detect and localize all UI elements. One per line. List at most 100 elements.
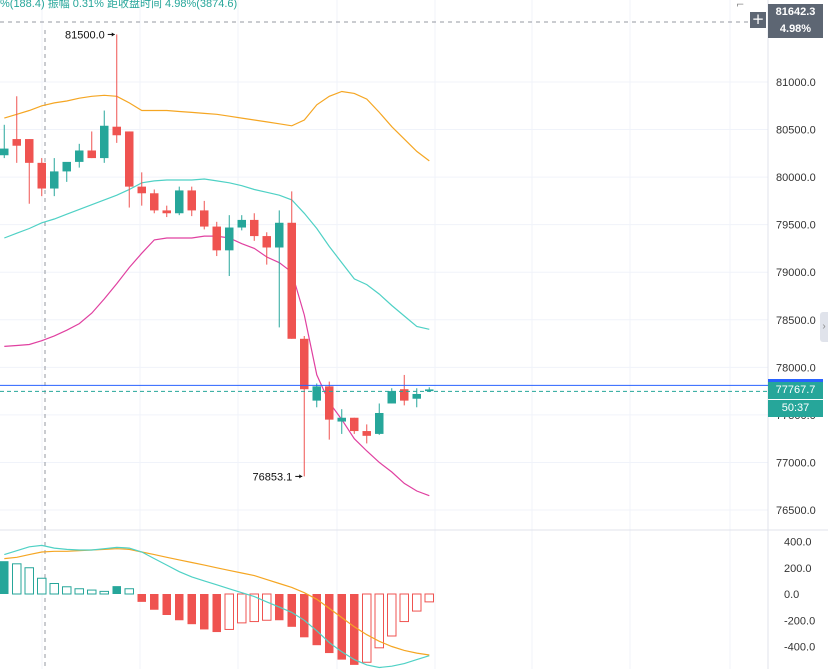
- candle-body: [312, 386, 321, 401]
- macd-histogram-bar: [74, 588, 84, 595]
- macd-dea-line: [4, 548, 430, 656]
- candle-body: [275, 222, 284, 248]
- macd-histogram-bar: [325, 594, 334, 654]
- candle-body: [75, 150, 84, 162]
- macd-histogram-bar: [112, 586, 121, 594]
- candle-body: [137, 186, 146, 194]
- macd-histogram-bar: [137, 594, 146, 602]
- macd-histogram-bar: [262, 593, 272, 621]
- candle-body: [175, 190, 184, 214]
- candle-body: [125, 131, 134, 187]
- candle-body: [250, 219, 259, 237]
- candle-body: [225, 227, 234, 251]
- macd-histogram-bar: [175, 594, 184, 621]
- macd-histogram-bar: [37, 577, 47, 595]
- candle-body: [25, 139, 34, 163]
- macd-histogram-bar: [312, 594, 321, 646]
- candle-body: [300, 338, 309, 390]
- corner-icon[interactable]: ⌐: [736, 0, 745, 11]
- macd-histogram-bar: [187, 594, 196, 625]
- macd-histogram-bar: [0, 561, 9, 594]
- candle-body: [112, 126, 121, 136]
- price-tick-label: 80500.0: [776, 125, 816, 137]
- candle-body: [387, 391, 396, 404]
- macd-dif-line: [4, 544, 430, 669]
- macd-histogram-bar: [87, 589, 97, 595]
- price-tick-label: 78000.0: [776, 362, 816, 374]
- candle-body: [200, 210, 209, 227]
- candle-body: [87, 150, 96, 159]
- macd-tick-label: -200.0: [784, 615, 815, 627]
- macd-histogram-bar: [362, 593, 372, 663]
- top-info-text: %(188.4) 振幅 0.31% 距收盘时间 4.98%(3874.6): [0, 0, 238, 10]
- price-tick-label: 79000.0: [776, 267, 816, 279]
- price-tick-label: 76500.0: [776, 505, 816, 517]
- extreme-price-arrowhead: [111, 32, 115, 37]
- candle-body: [325, 386, 334, 420]
- candle-body: [337, 417, 346, 422]
- macd-histogram-bar: [200, 594, 209, 630]
- side-collapse-handle[interactable]: ›: [820, 312, 828, 342]
- candle-body: [100, 125, 109, 159]
- last-price-badge: 77767.7: [768, 379, 823, 399]
- macd-histogram-bar: [62, 586, 72, 595]
- macd-tick-label: 200.0: [784, 563, 812, 575]
- price-tick-label: 77000.0: [776, 457, 816, 469]
- price-tick-label: 78500.0: [776, 315, 816, 327]
- macd-histogram-bar: [249, 593, 259, 623]
- candle-body: [237, 219, 246, 228]
- countdown-badge: 50:37: [768, 400, 823, 417]
- macd-histogram-bar: [12, 563, 22, 595]
- candle-body: [0, 148, 9, 156]
- macd-histogram-bar: [287, 594, 296, 627]
- ma-line-pink: [4, 235, 430, 497]
- macd-histogram-bar: [387, 593, 397, 637]
- candle-body: [37, 162, 46, 189]
- crosshair-price-badge: 81642.3: [768, 4, 823, 21]
- candle-body: [150, 193, 159, 211]
- price-tick-label: 81000.0: [776, 77, 816, 89]
- macd-histogram-bar: [99, 590, 109, 595]
- price-tick-label: 80000.0: [776, 172, 816, 184]
- macd-histogram-bar: [162, 594, 171, 615]
- candle-body: [350, 417, 359, 432]
- candle-body: [162, 210, 171, 214]
- macd-histogram-bar: [399, 593, 409, 623]
- macd-histogram-bar: [150, 594, 159, 610]
- macd-histogram-bar: [424, 593, 434, 603]
- macd-tick-label: -400.0: [784, 642, 815, 654]
- candle-body: [187, 190, 196, 211]
- crosshair-percent-badge: 4.98%: [768, 21, 823, 38]
- candle-body: [362, 431, 371, 436]
- macd-histogram-bar: [374, 593, 384, 649]
- price-tick-label: 79500.0: [776, 220, 816, 232]
- macd-histogram-bar: [337, 594, 346, 660]
- macd-histogram-bar: [49, 583, 59, 595]
- macd-tick-label: 400.0: [784, 537, 812, 549]
- candle-body: [375, 412, 384, 434]
- candle-body: [425, 389, 434, 392]
- macd-histogram-bar: [124, 588, 134, 595]
- macd-tick-label: 0.0: [784, 589, 799, 601]
- macd-histogram-bar: [237, 593, 247, 624]
- macd-histogram-bar: [224, 593, 234, 630]
- candle-body: [287, 222, 296, 339]
- macd-histogram-bar: [24, 567, 34, 595]
- candle-body: [12, 139, 21, 146]
- macd-histogram-bar: [300, 594, 309, 638]
- candle-body: [212, 226, 221, 251]
- candle-body: [50, 171, 59, 189]
- add-plus-button[interactable]: +: [750, 10, 766, 28]
- candle-body: [400, 389, 409, 401]
- extreme-price-label: 81500.0: [65, 29, 105, 41]
- extreme-price-label: 76853.1: [252, 471, 292, 483]
- candle-body: [62, 161, 71, 172]
- extreme-price-arrowhead: [299, 474, 303, 479]
- candle-body: [412, 393, 421, 399]
- macd-histogram-bar: [212, 594, 221, 633]
- ma-line-orange: [4, 90, 430, 162]
- macd-histogram-bar: [412, 593, 422, 612]
- ma-line-teal: [4, 178, 430, 330]
